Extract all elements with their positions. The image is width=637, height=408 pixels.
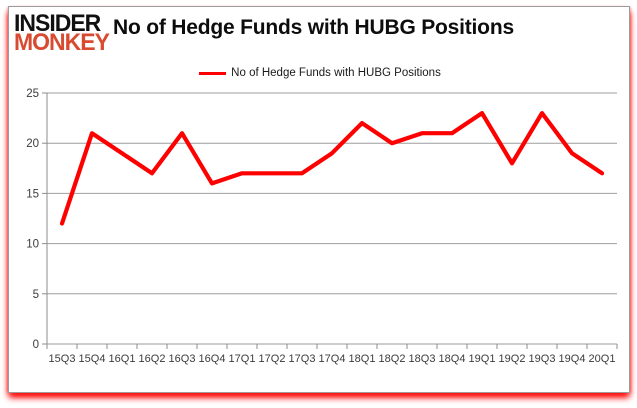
x-tick-label: 19Q2 [499, 353, 526, 365]
legend-label: No of Hedge Funds with HUBG Positions [231, 67, 441, 79]
x-tick-label: 20Q1 [589, 353, 616, 365]
x-tick-label: 18Q3 [409, 353, 436, 365]
x-tick-label: 17Q3 [289, 353, 316, 365]
x-tick-label: 17Q1 [229, 353, 256, 365]
y-tick-label: 20 [26, 138, 39, 150]
gridlines [42, 92, 617, 345]
x-axis-tick-labels: 15Q3 15Q4 16Q1 16Q2 16Q3 16Q4 17Q1 17Q2 17Q3 17Q4… [49, 353, 616, 365]
insider-monkey-logo[interactable]: INSIDER MONKEY [14, 8, 122, 56]
x-tick-label: 16Q4 [199, 353, 226, 365]
x-tick-label: 16Q3 [169, 353, 196, 365]
x-tick-label: 19Q1 [469, 353, 496, 365]
x-tick-label: 17Q2 [259, 353, 286, 365]
x-tick-label: 15Q3 [49, 353, 76, 365]
y-tick-label: 10 [26, 239, 39, 251]
x-tick-label: 18Q2 [379, 353, 406, 365]
x-tick-label: 15Q4 [79, 353, 106, 365]
chart-card: INSIDER MONKEY No of Hedge Funds with HU… [8, 6, 630, 393]
y-tick-label: 0 [33, 339, 39, 351]
y-tick-label: 5 [33, 289, 39, 301]
x-tick-label: 17Q4 [319, 353, 346, 365]
logo-insider-text: INSIDER [14, 8, 101, 37]
y-tick-label: 15 [26, 188, 39, 200]
logo-monkey-text: MONKEY [14, 27, 110, 56]
x-tick-label: 19Q3 [529, 353, 556, 365]
legend-line-swatch [199, 71, 227, 75]
x-tick-label: 16Q2 [139, 353, 166, 365]
y-tick-label: 25 [26, 88, 39, 100]
x-axis-ticks [46, 344, 618, 349]
y-axis-tick-labels: 0 5 10 15 20 25 [26, 88, 39, 351]
chart-legend: No of Hedge Funds with HUBG Positions [9, 64, 631, 82]
x-tick-label: 18Q1 [349, 353, 376, 365]
chart-title: No of Hedge Funds with HUBG Positions [113, 16, 514, 39]
x-tick-label: 16Q1 [109, 353, 136, 365]
x-tick-label: 19Q4 [559, 353, 586, 365]
series-line-hedge-funds [59, 110, 605, 226]
x-tick-label: 18Q4 [439, 353, 466, 365]
